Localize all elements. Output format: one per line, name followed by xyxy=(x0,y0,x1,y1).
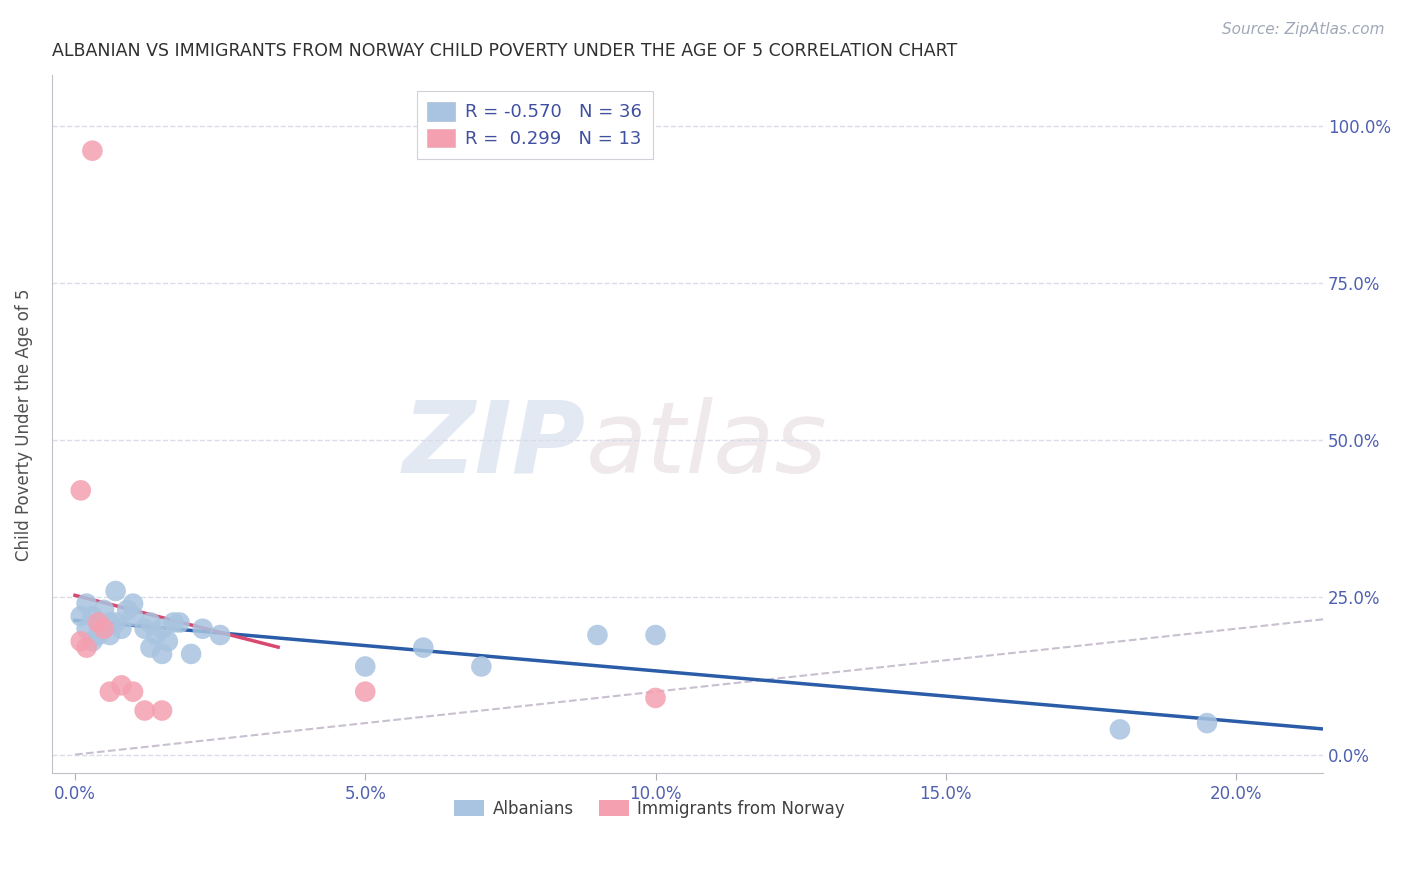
Point xyxy=(115,603,138,617)
Point xyxy=(1195,716,1218,731)
Point xyxy=(139,640,162,655)
Point xyxy=(76,640,98,655)
Point xyxy=(150,704,173,718)
Text: Source: ZipAtlas.com: Source: ZipAtlas.com xyxy=(1222,22,1385,37)
Point xyxy=(354,684,377,698)
Point xyxy=(191,622,214,636)
Point xyxy=(98,684,121,698)
Point xyxy=(98,615,121,630)
Point xyxy=(644,628,666,642)
Point xyxy=(76,622,98,636)
Point xyxy=(354,659,377,673)
Point xyxy=(87,615,110,630)
Point xyxy=(87,628,110,642)
Point xyxy=(150,622,173,636)
Point xyxy=(150,647,173,661)
Text: atlas: atlas xyxy=(586,397,827,494)
Point xyxy=(134,704,156,718)
Text: ALBANIAN VS IMMIGRANTS FROM NORWAY CHILD POVERTY UNDER THE AGE OF 5 CORRELATION : ALBANIAN VS IMMIGRANTS FROM NORWAY CHILD… xyxy=(52,42,957,60)
Point xyxy=(134,622,156,636)
Point xyxy=(122,684,145,698)
Point xyxy=(69,483,91,498)
Point xyxy=(122,609,145,624)
Point xyxy=(76,597,98,611)
Point xyxy=(69,634,91,648)
Point xyxy=(122,597,145,611)
Point xyxy=(110,622,132,636)
Point xyxy=(139,615,162,630)
Point xyxy=(104,615,127,630)
Point xyxy=(180,647,202,661)
Legend: Albanians, Immigrants from Norway: Albanians, Immigrants from Norway xyxy=(447,793,851,824)
Point xyxy=(93,622,115,636)
Point xyxy=(110,678,132,692)
Point xyxy=(163,615,186,630)
Point xyxy=(82,144,104,158)
Point xyxy=(145,628,167,642)
Point xyxy=(93,603,115,617)
Point xyxy=(98,628,121,642)
Point xyxy=(104,584,127,599)
Point xyxy=(470,659,492,673)
Point xyxy=(412,640,434,655)
Point xyxy=(82,609,104,624)
Point xyxy=(156,634,179,648)
Text: ZIP: ZIP xyxy=(402,397,586,494)
Point xyxy=(1109,723,1132,737)
Point xyxy=(209,628,232,642)
Point xyxy=(644,690,666,705)
Point xyxy=(87,615,110,630)
Y-axis label: Child Poverty Under the Age of 5: Child Poverty Under the Age of 5 xyxy=(15,288,32,560)
Point xyxy=(586,628,609,642)
Point xyxy=(93,622,115,636)
Point xyxy=(69,609,91,624)
Point xyxy=(82,634,104,648)
Point xyxy=(169,615,191,630)
